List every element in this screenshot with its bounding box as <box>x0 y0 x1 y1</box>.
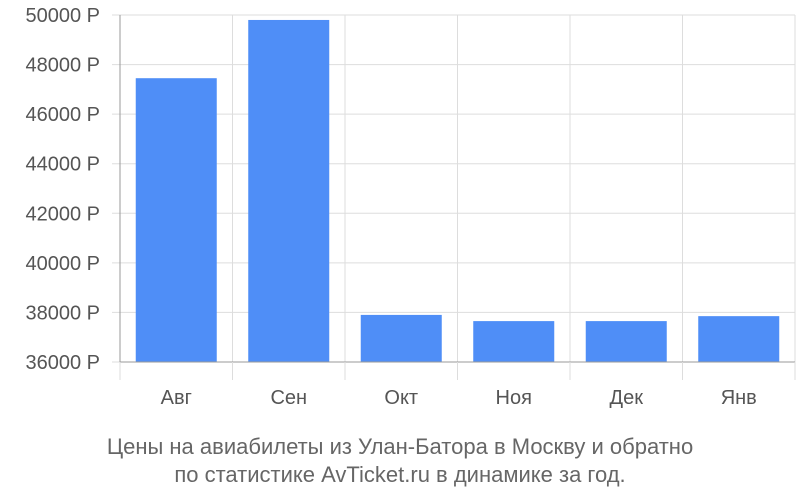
x-tick-label: Дек <box>610 387 644 409</box>
y-tick-label: 44000 Р <box>25 154 100 176</box>
x-tick-label: Авг <box>161 387 192 409</box>
bar-4 <box>473 321 555 362</box>
x-tick-label: Сен <box>270 387 307 409</box>
y-tick-label: 46000 Р <box>25 104 100 126</box>
y-tick-label: 42000 Р <box>25 203 100 225</box>
chart-caption-line-1: Цены на авиабилеты из Улан-Батора в Моск… <box>106 434 694 459</box>
y-tick-label: 50000 Р <box>25 5 100 27</box>
y-tick-label: 48000 Р <box>25 55 100 77</box>
bar-2 <box>248 19 330 362</box>
y-tick-label: 36000 Р <box>25 352 100 374</box>
y-tick-label: 40000 Р <box>25 253 100 275</box>
bar-5 <box>585 321 667 362</box>
bar-3 <box>360 314 442 362</box>
x-tick-label: Ноя <box>496 387 532 409</box>
x-tick-label: Окт <box>384 387 418 409</box>
x-tick-label: Янв <box>721 387 757 409</box>
bar-1 <box>135 78 217 362</box>
bar-chart: 36000 Р 38000 Р 40000 Р 42000 Р 44000 Р 46000… <box>25 5 796 409</box>
y-tick-label: 38000 Р <box>25 302 100 324</box>
bar-6 <box>698 316 780 362</box>
chart-caption-line-2: по статистике AvTicket.ru в динамике за … <box>174 462 626 487</box>
